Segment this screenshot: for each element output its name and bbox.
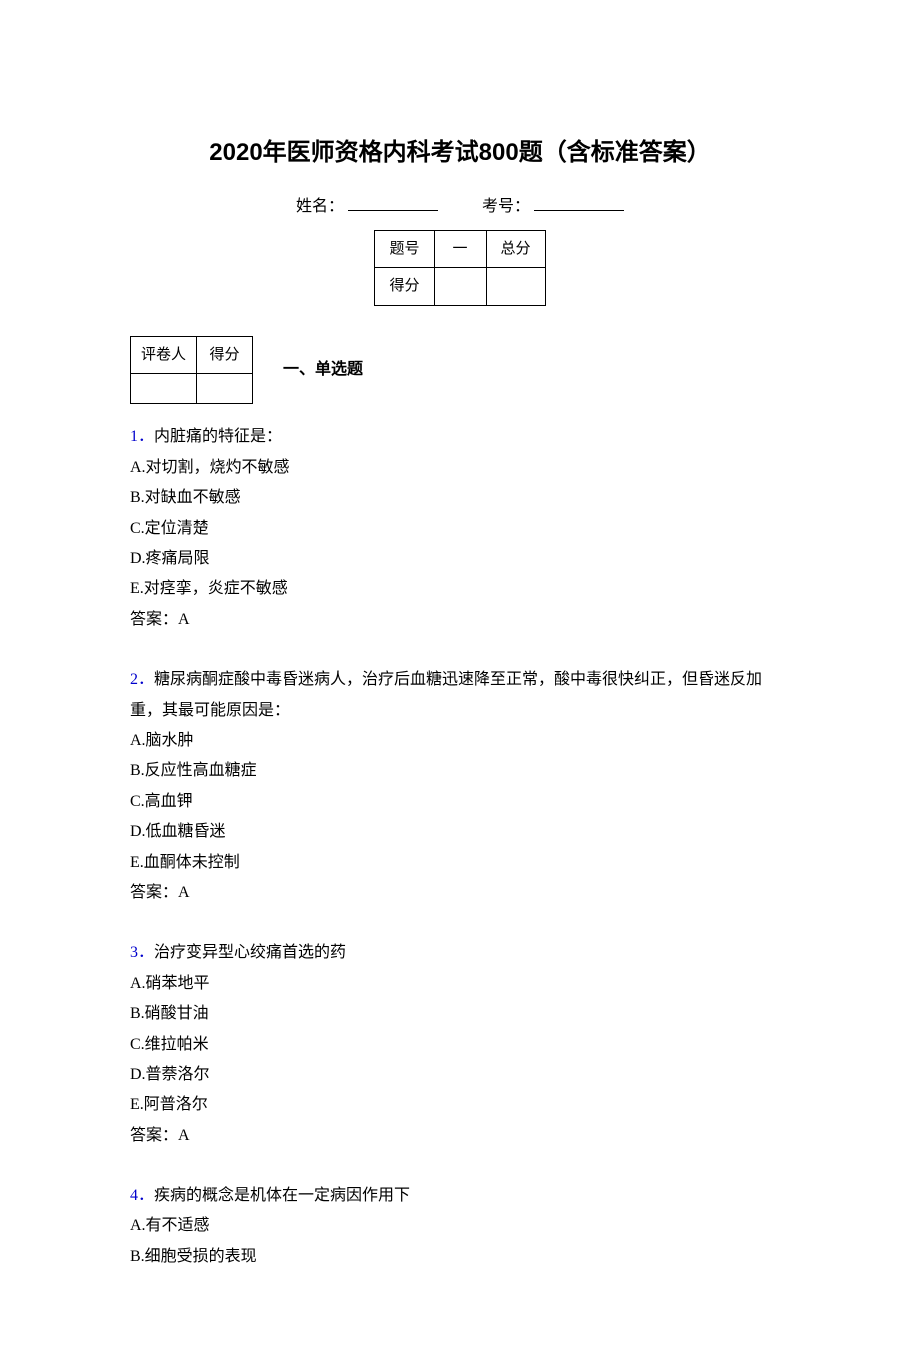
option-c: C.高血钾 [130,787,790,817]
grader-cell [131,374,197,404]
option-a: A.对切割，烧灼不敏感 [130,453,790,483]
table-row: 题号 一 总分 [375,230,545,268]
question-number: 2． [130,671,154,688]
score-table-container: 题号 一 总分 得分 [130,230,790,306]
option-b: B.细胞受损的表现 [130,1242,790,1272]
grader-table: 评卷人 得分 [130,336,253,405]
option-d: D.低血糖昏迷 [130,817,790,847]
score-header-cell: 总分 [486,230,545,268]
score-table: 题号 一 总分 得分 [374,230,545,306]
question-stem: 1．内脏痛的特征是： [130,422,790,452]
table-row [131,374,253,404]
question-text: 治疗变异型心绞痛首选的药 [154,944,346,961]
table-row: 得分 [375,268,545,306]
answer: 答案：A [130,878,790,908]
name-blank [348,195,438,211]
grader-section: 评卷人 得分 一、单选题 [130,336,790,405]
option-e: E.对痉挛，炎症不敏感 [130,574,790,604]
grader-cell [197,374,253,404]
question-3: 3．治疗变异型心绞痛首选的药 A.硝苯地平 B.硝酸甘油 C.维拉帕米 D.普萘… [130,938,790,1151]
question-number: 1． [130,428,154,445]
document-title: 2020年医师资格内科考试800题（含标准答案） [130,130,790,176]
option-a: A.硝苯地平 [130,969,790,999]
answer: 答案：A [130,605,790,635]
score-header-cell: 题号 [375,230,434,268]
option-c: C.定位清楚 [130,514,790,544]
question-stem: 4．疾病的概念是机体在一定病因作用下 [130,1181,790,1211]
answer: 答案：A [130,1121,790,1151]
option-e: E.阿普洛尔 [130,1090,790,1120]
question-stem: 2．糖尿病酮症酸中毒昏迷病人，治疗后血糖迅速降至正常，酸中毒很快纠正，但昏迷反加… [130,665,790,726]
question-2: 2．糖尿病酮症酸中毒昏迷病人，治疗后血糖迅速降至正常，酸中毒很快纠正，但昏迷反加… [130,665,790,908]
option-a: A.有不适感 [130,1211,790,1241]
question-text: 糖尿病酮症酸中毒昏迷病人，治疗后血糖迅速降至正常，酸中毒很快纠正，但昏迷反加重，… [130,671,762,718]
option-e: E.血酮体未控制 [130,848,790,878]
option-d: D.疼痛局限 [130,544,790,574]
option-d: D.普萘洛尔 [130,1060,790,1090]
score-header-cell: 一 [434,230,486,268]
option-b: B.对缺血不敏感 [130,483,790,513]
option-b: B.反应性高血糖症 [130,756,790,786]
score-cell [486,268,545,306]
question-text: 疾病的概念是机体在一定病因作用下 [154,1187,410,1204]
section-heading: 一、单选题 [283,355,363,385]
grader-header-cell: 评卷人 [131,336,197,374]
score-cell: 得分 [375,268,434,306]
exam-no-label: 考号： [482,192,530,222]
score-cell [434,268,486,306]
question-number: 4． [130,1187,154,1204]
exam-no-blank [534,195,624,211]
table-row: 评卷人 得分 [131,336,253,374]
option-b: B.硝酸甘油 [130,999,790,1029]
name-label: 姓名： [296,192,344,222]
option-c: C.维拉帕米 [130,1030,790,1060]
option-a: A.脑水肿 [130,726,790,756]
grader-header-cell: 得分 [197,336,253,374]
question-number: 3． [130,944,154,961]
question-text: 内脏痛的特征是： [154,428,282,445]
question-stem: 3．治疗变异型心绞痛首选的药 [130,938,790,968]
question-4: 4．疾病的概念是机体在一定病因作用下 A.有不适感 B.细胞受损的表现 [130,1181,790,1272]
question-1: 1．内脏痛的特征是： A.对切割，烧灼不敏感 B.对缺血不敏感 C.定位清楚 D… [130,422,790,635]
student-info-row: 姓名： 考号： [130,192,790,222]
